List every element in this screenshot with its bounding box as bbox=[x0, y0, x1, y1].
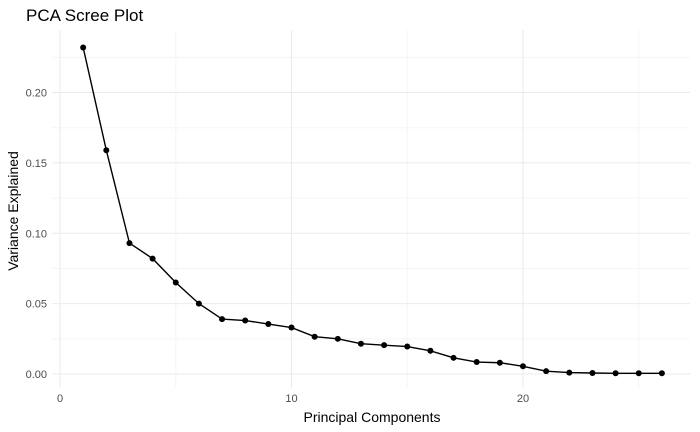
data-point bbox=[334, 335, 341, 342]
x-axis-title: Principal Components bbox=[304, 409, 441, 425]
data-point bbox=[311, 333, 318, 340]
y-tick-label: 0.20 bbox=[26, 88, 47, 100]
data-point bbox=[126, 240, 133, 247]
data-point bbox=[149, 255, 156, 262]
data-point bbox=[404, 343, 411, 350]
minor-grid bbox=[52, 30, 690, 388]
series-layer bbox=[80, 44, 665, 377]
y-tick-label: 0.15 bbox=[26, 158, 47, 170]
x-tick-label: 10 bbox=[285, 393, 297, 405]
data-point bbox=[543, 368, 550, 375]
x-tick-label: 20 bbox=[517, 393, 529, 405]
data-point bbox=[242, 317, 249, 324]
data-point bbox=[172, 279, 179, 286]
data-point bbox=[195, 300, 202, 307]
data-point bbox=[635, 370, 642, 377]
data-point bbox=[496, 359, 503, 366]
series-line bbox=[82, 47, 662, 374]
y-tick-label: 0.05 bbox=[26, 299, 47, 311]
y-axis-ticks: 0.00 0.05 0.10 0.15 0.20 bbox=[26, 88, 47, 382]
data-point bbox=[450, 354, 457, 361]
x-axis-ticks: 0 10 20 bbox=[57, 393, 529, 405]
data-point bbox=[288, 324, 295, 331]
data-point bbox=[589, 370, 596, 377]
data-point bbox=[265, 321, 272, 328]
y-tick-label: 0.10 bbox=[26, 228, 47, 240]
data-point bbox=[473, 359, 480, 366]
data-point bbox=[219, 316, 226, 323]
y-axis-title: Variance Explained bbox=[5, 151, 21, 271]
data-point bbox=[80, 44, 87, 51]
chart-title: PCA Scree Plot bbox=[26, 6, 143, 25]
data-point bbox=[520, 363, 526, 370]
data-point bbox=[612, 370, 619, 377]
major-grid bbox=[52, 30, 690, 388]
data-point bbox=[103, 147, 110, 154]
data-point bbox=[357, 340, 364, 347]
y-tick-label: 0.00 bbox=[26, 369, 47, 381]
data-point bbox=[381, 342, 388, 349]
x-tick-label: 0 bbox=[57, 393, 63, 405]
data-point bbox=[658, 370, 665, 377]
data-point bbox=[566, 369, 573, 376]
data-point bbox=[427, 347, 434, 354]
